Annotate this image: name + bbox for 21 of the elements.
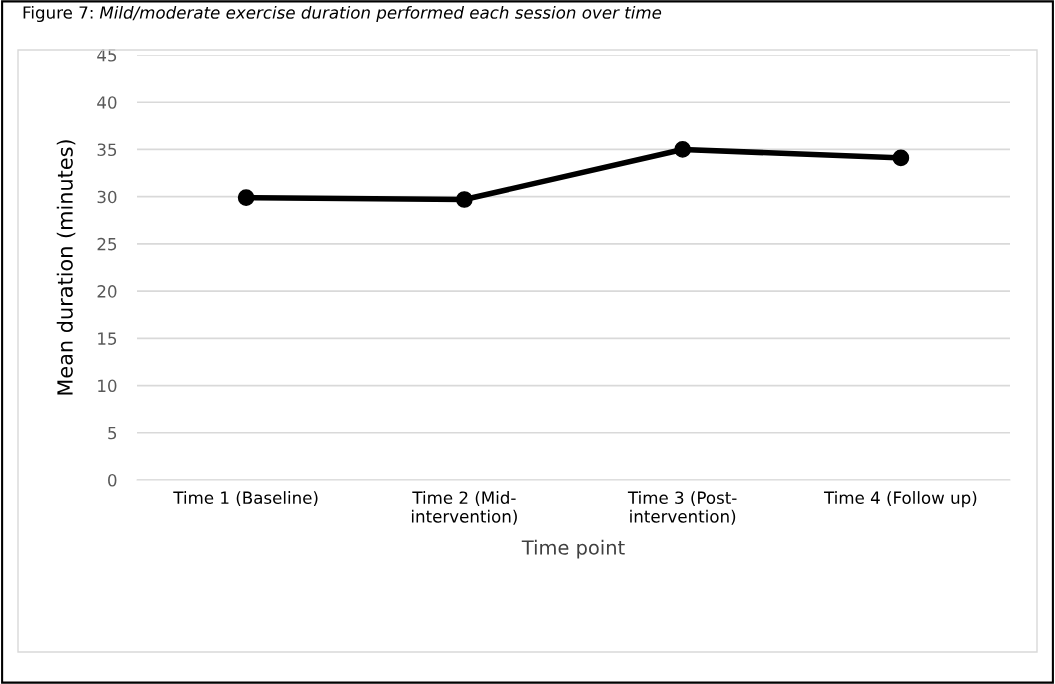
y-tick-label: 0 xyxy=(108,473,117,487)
y-tick-label: 40 xyxy=(97,96,117,109)
y-tick-label: 35 xyxy=(97,143,117,157)
x-axis-title: Time point xyxy=(521,539,625,559)
chart-title: Figure 7: Mild/moderate exercise duration performed each session over time xyxy=(23,5,662,23)
point xyxy=(674,141,691,158)
y-tick-label: 10 xyxy=(98,379,117,393)
y-axis-title: Mean duration (minutes) xyxy=(56,140,76,395)
x-tick-label: Time 1 (Baseline) xyxy=(173,491,318,506)
x-tick-label: Time 4 (Follow up) xyxy=(823,491,977,508)
y-tick-label: 15 xyxy=(98,332,117,345)
point xyxy=(456,191,473,208)
x-tick-label: Time 2 (Mid- intervention) xyxy=(411,491,517,525)
point xyxy=(892,149,910,167)
y-tick-label: 25 xyxy=(97,237,117,251)
x-tick-label: Time 3 (Post- intervention) xyxy=(627,491,737,525)
point xyxy=(237,189,255,206)
y-tick-label: 5 xyxy=(108,426,117,440)
y-tick-label: 45 xyxy=(97,49,117,62)
y-tick-label: 30 xyxy=(97,190,117,204)
y-tick-label: 20 xyxy=(97,285,117,298)
